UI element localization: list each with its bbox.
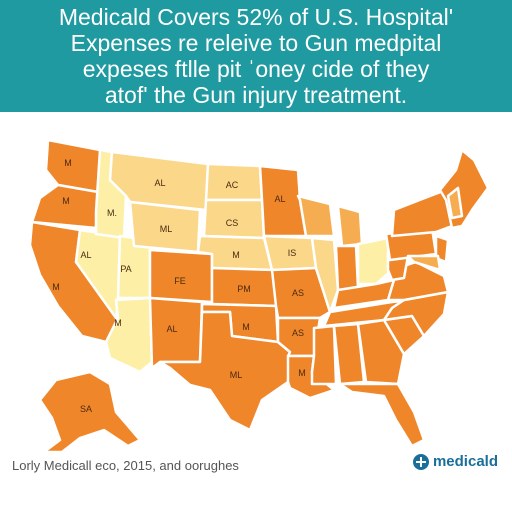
label-or: M [62,196,70,206]
brand-logo: medicald [412,453,498,470]
label-wy: ML [160,224,173,234]
label-ar: AS [292,328,304,338]
us-map: M M M M. AL PA M AL ML FE AL AC CS M PM … [0,112,512,462]
label-ia: IS [288,248,297,258]
state-texas [158,310,292,432]
state-illinois [310,236,340,314]
title-line-2: Expenses re releive to Gun medpital [70,30,442,56]
state-florida [338,382,426,448]
state-vermont-nh [446,186,464,220]
brand-name: medicald [432,453,498,470]
label-id: M. [107,208,117,218]
state-alaska [38,370,142,454]
label-co: FE [174,276,186,286]
label-ks: PM [237,284,251,294]
title-line-1: Medicald Covers 52% of U.S. Hospital' [58,4,454,30]
label-nv: AL [80,250,91,260]
label-ut: PA [120,264,131,274]
label-ca: M [52,282,60,292]
source-note: Lorly Medicall eco, 2015, and oorughes [12,458,239,473]
label-nm: AL [166,324,177,334]
state-oregon [30,183,100,230]
label-mt: AL [154,178,165,188]
title-banner: Medicald Covers 52% of U.S. Hospital' Ex… [0,0,512,112]
label-nd: AC [226,180,239,190]
us-map-svg: M M M M. AL PA M AL ML FE AL AC CS M PM … [28,138,490,454]
label-ok: M [242,322,250,332]
label-sd: CS [226,218,239,228]
state-michigan [336,204,364,248]
state-washington [44,138,102,194]
label-mo: AS [292,288,304,298]
state-wisconsin [296,194,336,238]
label-tx: ML [230,370,243,380]
state-ohio [356,236,394,286]
state-north-carolina [382,290,450,338]
title-line-3: expeses ftlle pit ˈoney cide of they [82,56,430,82]
state-mississippi [310,324,338,386]
state-indiana [334,244,360,292]
state-maryland [406,254,442,272]
state-alabama [332,322,366,386]
label-ne: M [232,250,240,260]
label-ak: SA [80,404,92,414]
label-mn: AL [274,194,285,204]
label-az: M [114,318,122,328]
cross-icon [412,453,429,470]
label-wa: M [64,158,72,168]
label-la: M [298,368,306,378]
title-line-4: atof' the Gun injury treatment. [104,82,408,108]
